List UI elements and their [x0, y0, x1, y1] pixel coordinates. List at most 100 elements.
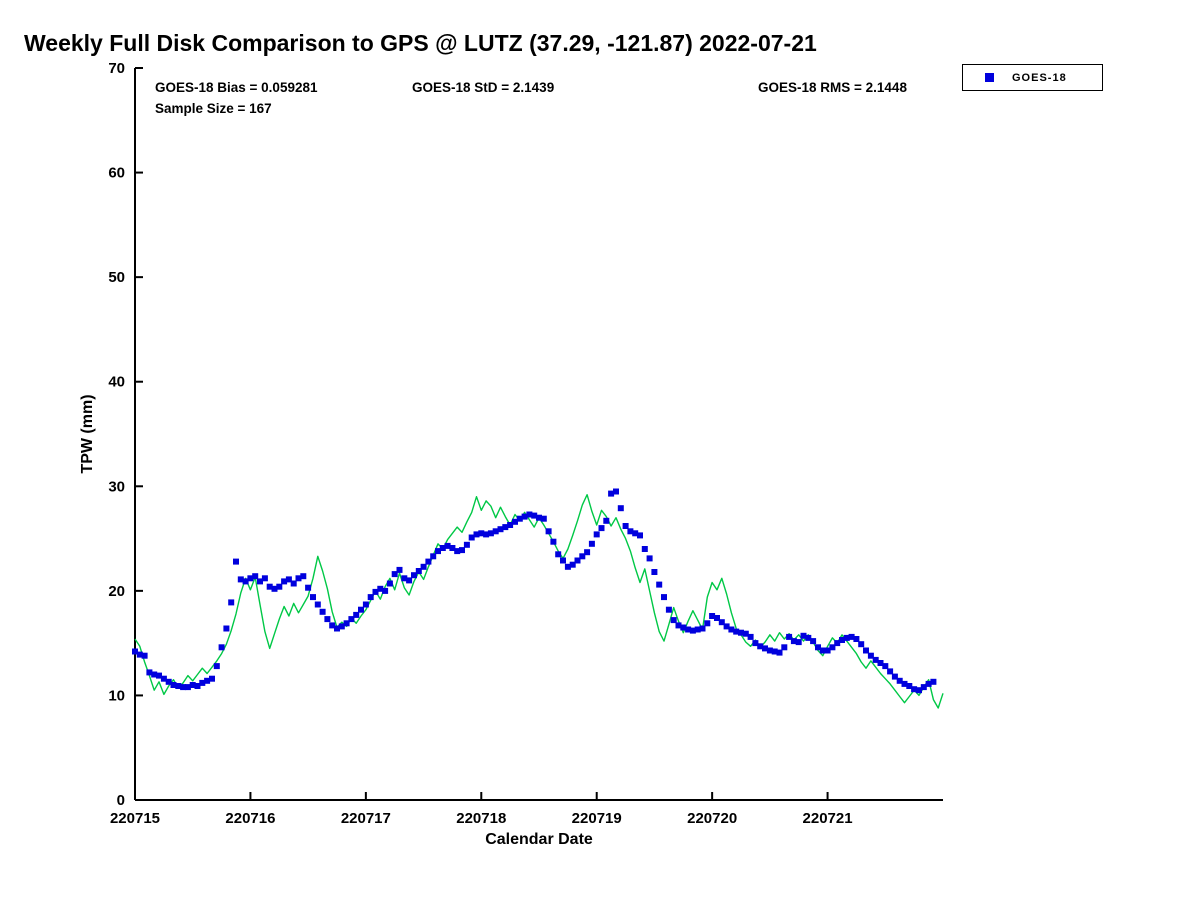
- goes-18-marker: [656, 581, 663, 588]
- goes-18-marker: [146, 669, 153, 676]
- goes-18-marker: [776, 649, 783, 656]
- goes-18-marker: [588, 540, 595, 547]
- goes-18-marker: [478, 530, 485, 537]
- goes-18-marker: [343, 620, 350, 627]
- goes-18-marker: [920, 684, 927, 691]
- goes-18-marker: [233, 558, 239, 565]
- goes-18-marker: [507, 522, 514, 528]
- y-tick-label: 10: [108, 687, 125, 704]
- goes-18-marker: [766, 647, 773, 654]
- goes-18-marker: [531, 512, 538, 519]
- goes-18-marker: [670, 617, 677, 624]
- goes-18-marker: [473, 531, 480, 538]
- goes-18-marker: [579, 553, 586, 560]
- goes-18-marker: [536, 514, 542, 521]
- goes-18-marker: [372, 588, 379, 595]
- x-axis-title: Calendar Date: [485, 831, 593, 848]
- goes-18-marker: [689, 627, 696, 634]
- goes-18-marker: [685, 626, 692, 633]
- goes-18-marker: [747, 633, 754, 640]
- goes-18-marker: [257, 578, 263, 585]
- goes-18-marker: [795, 639, 802, 646]
- goes-18-marker: [545, 528, 552, 535]
- goes-18-marker: [204, 677, 211, 684]
- goes-18-marker: [430, 553, 437, 560]
- goes-18-marker: [512, 518, 518, 525]
- goes-18-marker: [930, 678, 937, 685]
- goes-18-marker: [863, 647, 869, 654]
- goes-18-marker: [194, 683, 201, 689]
- goes-18-marker: [925, 680, 932, 687]
- goes-18-marker: [891, 673, 898, 680]
- goes-18-marker: [151, 671, 158, 678]
- goes-18-marker: [723, 623, 730, 630]
- goes-18-marker: [834, 640, 841, 647]
- goes-18-marker: [463, 541, 470, 548]
- goes-18-marker: [800, 632, 807, 639]
- goes-18-marker: [314, 601, 321, 608]
- goes-18-markers: [132, 488, 937, 694]
- goes-18-marker: [487, 530, 494, 537]
- goes-18-marker: [569, 561, 576, 568]
- goes-18-marker: [896, 677, 903, 684]
- y-tick-label: 40: [108, 374, 125, 391]
- goes-18-marker: [252, 573, 259, 580]
- goes-18-marker: [555, 551, 562, 558]
- goes-18-marker: [752, 640, 759, 647]
- goes-18-marker: [218, 644, 225, 651]
- goes-18-marker: [810, 638, 817, 645]
- goes-18-marker: [762, 645, 768, 652]
- goes-18-marker: [396, 566, 403, 573]
- x-tick-label: 220715: [110, 810, 160, 827]
- goes-18-marker: [285, 576, 292, 583]
- goes-18-marker: [435, 548, 441, 555]
- goes-18-marker: [718, 619, 725, 626]
- goes-18-marker: [358, 606, 364, 613]
- goes-18-marker: [165, 678, 172, 685]
- goes-18-marker: [497, 526, 504, 533]
- stat-rms: GOES-18 RMS = 2.1448: [758, 80, 907, 95]
- goes-18-marker: [661, 594, 667, 601]
- goes-18-marker: [334, 625, 340, 632]
- goes-18-marker: [319, 608, 326, 615]
- goes-18-marker: [468, 534, 475, 541]
- goes-18-marker: [415, 568, 422, 574]
- goes-18-marker: [425, 558, 432, 565]
- goes-18-marker: [848, 633, 855, 640]
- goes-18-marker: [608, 490, 615, 497]
- goes-18-marker: [483, 531, 490, 538]
- goes-18-marker: [180, 684, 187, 691]
- goes-18-marker: [617, 505, 624, 512]
- legend-label-goes18: GOES-18: [1012, 71, 1067, 84]
- goes-18-marker: [132, 648, 138, 655]
- goes-18-marker: [516, 515, 523, 522]
- stat-sample-size: Sample Size = 167: [155, 101, 272, 116]
- goes-18-marker: [771, 648, 778, 655]
- goes-18-marker: [714, 615, 720, 621]
- goes-18-marker: [916, 687, 922, 694]
- goes-18-marker: [699, 625, 706, 632]
- goes-18-marker: [574, 557, 581, 564]
- goes-18-marker: [872, 656, 879, 663]
- goes-18-marker: [627, 528, 634, 535]
- chart-title: Weekly Full Disk Comparison to GPS @ LUT…: [24, 30, 817, 56]
- goes-18-marker: [353, 611, 360, 618]
- goes-18-marker: [593, 531, 600, 538]
- goes-18-marker: [560, 557, 566, 564]
- goes-18-marker: [276, 583, 283, 590]
- goes-18-marker: [439, 545, 446, 551]
- gps-line: [134, 494, 944, 709]
- goes-18-marker: [170, 682, 177, 688]
- legend-square-marker-icon: [985, 73, 994, 82]
- y-tick-label: 50: [108, 269, 125, 286]
- goes-18-marker: [564, 563, 571, 570]
- y-tick-label: 20: [108, 583, 125, 600]
- goes-18-marker: [382, 587, 389, 594]
- x-tick-label: 220720: [687, 810, 737, 827]
- legend: GOES-18: [962, 64, 1103, 91]
- y-tick-label: 70: [108, 60, 125, 77]
- goes-18-marker: [786, 633, 793, 640]
- stat-std: GOES-18 StD = 2.1439: [412, 80, 555, 95]
